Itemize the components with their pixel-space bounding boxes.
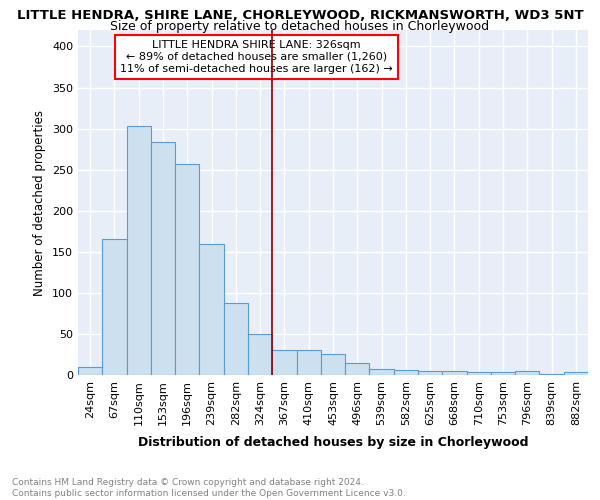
Bar: [418, 371, 442, 375]
Bar: [127, 126, 151, 375]
Bar: [199, 244, 224, 375]
Bar: [370, 369, 394, 375]
Bar: [515, 371, 539, 375]
Bar: [78, 367, 102, 375]
Bar: [539, 374, 564, 375]
Bar: [296, 350, 321, 375]
Bar: [175, 164, 199, 375]
Bar: [564, 372, 588, 375]
Bar: [224, 302, 248, 375]
Bar: [248, 334, 272, 375]
Bar: [321, 354, 345, 375]
Bar: [394, 370, 418, 375]
Bar: [345, 362, 370, 375]
Text: LITTLE HENDRA SHIRE LANE: 326sqm
← 89% of detached houses are smaller (1,260)
11: LITTLE HENDRA SHIRE LANE: 326sqm ← 89% o…: [120, 40, 393, 74]
Text: Contains HM Land Registry data © Crown copyright and database right 2024.
Contai: Contains HM Land Registry data © Crown c…: [12, 478, 406, 498]
Bar: [272, 350, 296, 375]
Bar: [491, 372, 515, 375]
Text: Size of property relative to detached houses in Chorleywood: Size of property relative to detached ho…: [110, 20, 490, 33]
Bar: [442, 371, 467, 375]
Text: LITTLE HENDRA, SHIRE LANE, CHORLEYWOOD, RICKMANSWORTH, WD3 5NT: LITTLE HENDRA, SHIRE LANE, CHORLEYWOOD, …: [17, 9, 583, 22]
X-axis label: Distribution of detached houses by size in Chorleywood: Distribution of detached houses by size …: [138, 436, 528, 449]
Bar: [467, 372, 491, 375]
Bar: [102, 240, 127, 375]
Y-axis label: Number of detached properties: Number of detached properties: [34, 110, 46, 296]
Bar: [151, 142, 175, 375]
